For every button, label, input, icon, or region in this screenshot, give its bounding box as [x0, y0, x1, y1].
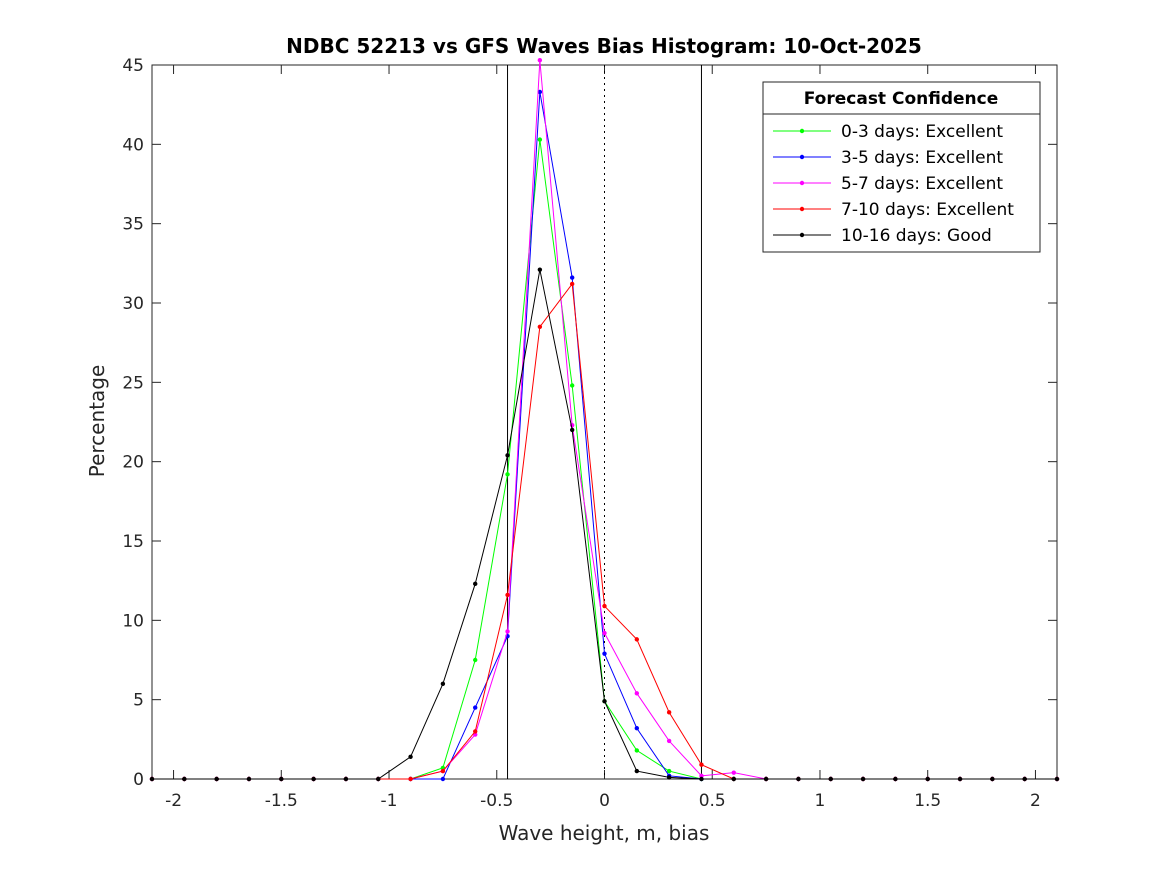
x-tick-label: 0	[599, 791, 610, 811]
data-point	[731, 770, 736, 775]
data-point	[990, 776, 995, 782]
data-point	[505, 453, 510, 458]
data-point	[279, 776, 284, 782]
data-point	[537, 324, 543, 329]
data-point	[602, 651, 607, 656]
x-tick-label: 1	[815, 791, 826, 811]
data-point	[473, 705, 478, 710]
data-point	[569, 427, 575, 433]
data-point	[634, 691, 640, 696]
y-tick-label: 10	[122, 611, 144, 631]
data-point	[149, 776, 155, 782]
legend-marker	[799, 180, 805, 186]
x-tick-label: -1	[381, 791, 398, 811]
data-point	[569, 383, 575, 388]
data-point	[408, 754, 413, 759]
x-tick-label: 1.5	[914, 791, 941, 811]
y-axis-label: Percentage	[85, 365, 109, 478]
data-point	[343, 776, 349, 782]
data-point	[893, 776, 898, 782]
legend-entry: 10-16 days: Good	[841, 226, 992, 246]
x-tick-label: -2	[165, 791, 182, 811]
data-point	[699, 762, 704, 767]
data-point	[440, 681, 446, 686]
legend-title: Forecast Confidence	[804, 89, 999, 109]
data-point	[505, 592, 510, 598]
legend-marker	[799, 206, 805, 212]
x-tick-label: 2	[1030, 791, 1041, 811]
data-point	[408, 776, 413, 782]
data-point	[634, 726, 640, 731]
y-tick-label: 25	[122, 373, 144, 393]
data-point	[634, 748, 640, 753]
x-tick-label: -0.5	[480, 791, 513, 811]
data-point	[634, 768, 640, 774]
data-point	[311, 776, 316, 782]
legend-entry: 0-3 days: Excellent	[841, 122, 1003, 142]
y-tick-label: 20	[122, 453, 144, 473]
data-point	[214, 776, 219, 782]
data-point	[440, 768, 446, 774]
legend: Forecast Confidence 0-3 days: Excellent 3…	[762, 81, 1041, 253]
legend-entry: 7-10 days: Excellent	[841, 200, 1014, 220]
legend-marker	[799, 232, 805, 238]
legend-entry: 3-5 days: Excellent	[841, 148, 1003, 168]
data-point	[440, 776, 446, 782]
data-point	[925, 776, 930, 782]
data-point	[957, 776, 963, 782]
series-4	[149, 267, 1060, 782]
legend-entry: 5-7 days: Excellent	[841, 174, 1003, 194]
y-tick-label: 0	[133, 770, 144, 790]
data-point	[182, 776, 187, 782]
data-point	[537, 89, 543, 95]
data-point	[634, 637, 640, 642]
data-point	[666, 738, 672, 744]
data-point	[505, 629, 510, 634]
y-tick-label: 45	[122, 56, 144, 76]
data-point	[537, 137, 543, 142]
y-tick-label: 40	[122, 135, 144, 155]
data-point	[796, 776, 801, 782]
y-tick-label: 5	[133, 691, 144, 711]
data-point	[376, 776, 381, 782]
legend-marker	[799, 154, 805, 160]
y-tick-label: 15	[122, 532, 144, 552]
chart-title: NDBC 52213 vs GFS Waves Bias Histogram: …	[286, 34, 922, 58]
data-point	[473, 729, 478, 734]
x-axis-label: Wave height, m, bias	[499, 821, 710, 845]
data-point	[602, 603, 607, 609]
data-point	[763, 776, 769, 782]
data-point	[1054, 776, 1060, 782]
x-tick-label: -1.5	[265, 791, 298, 811]
data-point	[1022, 776, 1027, 782]
data-point	[731, 776, 736, 782]
data-point	[602, 630, 607, 636]
data-point	[666, 768, 672, 774]
data-point	[602, 699, 607, 704]
y-tick-label: 35	[122, 215, 144, 235]
y-tick-label: 30	[122, 294, 144, 314]
data-point	[666, 775, 672, 780]
data-point	[473, 657, 478, 663]
legend-box	[762, 81, 1041, 253]
data-point	[699, 773, 704, 779]
data-point	[537, 267, 543, 272]
data-point	[537, 58, 543, 63]
data-point	[569, 281, 575, 287]
data-point	[505, 472, 510, 477]
data-point	[569, 275, 575, 280]
data-point	[860, 776, 866, 782]
data-point	[473, 581, 478, 587]
data-point	[699, 776, 704, 782]
data-point	[666, 710, 672, 715]
x-tick-label: 0.5	[699, 791, 726, 811]
data-point	[828, 776, 833, 782]
data-point	[246, 776, 252, 782]
legend-marker	[799, 128, 805, 134]
